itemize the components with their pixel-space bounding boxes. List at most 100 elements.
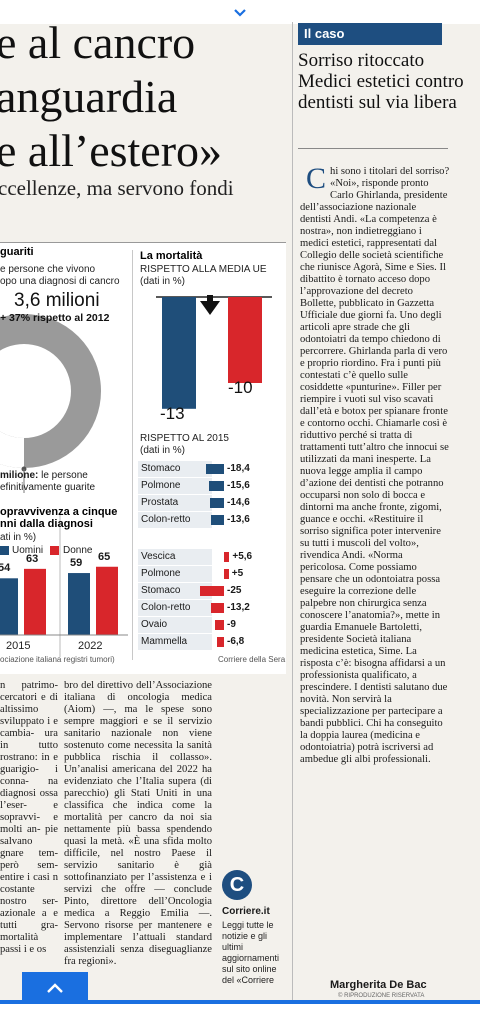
survivors-increase: + 37% rispetto al 2012 [0, 312, 110, 324]
accent-bar [0, 1000, 480, 1004]
healed-text-2: efinitivamente guarite [0, 482, 96, 493]
mortality-label-eu: -10 [228, 378, 253, 397]
row-label: Stomaco [141, 463, 181, 474]
survival-title-1: opravvivenza a cinque [0, 506, 118, 518]
row-value: -14,6 [227, 497, 250, 508]
bottom-bar [0, 1004, 480, 1024]
mortality-unit: (dati in %) [140, 276, 186, 287]
row-bar [206, 464, 224, 474]
row-value: +5,6 [232, 551, 253, 562]
legend-women-swatch [50, 546, 59, 555]
donut-ring [0, 314, 101, 468]
chevron-down-icon[interactable] [222, 4, 258, 22]
row-label: Polmone [141, 480, 181, 491]
survivors-total: 3,6 milioni [14, 290, 100, 311]
survival-value-label: 59 [70, 557, 83, 570]
survival-bar-uomini-2022 [68, 573, 90, 635]
donut-healed-segment [0, 431, 25, 468]
corriere-text: Leggi tutte le notizie e gli ultimi aggi… [222, 920, 280, 985]
mortality-eu-bars [156, 295, 272, 409]
survivors-title: guariti [0, 246, 34, 258]
down-arrow-stem [207, 295, 213, 303]
women-row: Vescica +5,6 [138, 549, 286, 565]
headline-line-2: anguardia [0, 71, 178, 122]
survival-bar-uomini-2015 [0, 578, 18, 635]
row-bar [215, 620, 224, 630]
survival-value-label: 65 [98, 550, 111, 563]
headline-line-1: e al cancro [0, 17, 196, 68]
men-row: Prostata -14,6 [138, 495, 286, 511]
chevron-up-icon [47, 983, 63, 993]
healed-caption: milione: le persone efinitivamente guari… [0, 470, 95, 494]
row-bar [224, 552, 230, 562]
row-shade [138, 549, 212, 565]
row-label: Polmone [141, 568, 181, 579]
row-shade [138, 512, 212, 528]
article-column-2: bro del direttivo dell’Associazione ital… [64, 680, 212, 968]
survival-value-label: 63 [26, 552, 39, 565]
row-bar [211, 603, 224, 613]
scroll-up-button[interactable] [22, 972, 88, 1004]
row-bar [210, 515, 224, 525]
row-label: Ovaio [141, 619, 168, 630]
sidebar-body-text: hi sono i titolari del sorriso? «Noi», r… [300, 166, 450, 765]
infographic-graphics [0, 295, 272, 657]
corriere-logo-icon: C [222, 870, 252, 900]
row-shade [138, 634, 212, 650]
sidebar-rule [298, 148, 448, 149]
row-value: -15,6 [227, 480, 250, 491]
row-shade [138, 495, 212, 511]
column-1-text: n patrimo- cercatori e di altissimo svil… [0, 680, 58, 955]
mortality-label-it: -13 [160, 404, 185, 423]
headline-line-3: e all’estero» [0, 125, 223, 176]
mortality-subtitle: RISPETTO ALLA MEDIA UE [140, 264, 267, 275]
source-note: ociazione italiana registri tumori) [0, 655, 115, 664]
sidebar-tag: Il caso [298, 23, 442, 45]
healed-bold: milione: [0, 470, 39, 481]
row-label: Mammella [141, 636, 188, 647]
men-row: Polmone -15,6 [138, 478, 286, 494]
survivors-desc-1: e persone che vivono [0, 264, 96, 275]
row-bar [209, 498, 224, 508]
mortality-eu-bar [228, 297, 262, 383]
row-label: Vescica [141, 551, 176, 562]
corriere-name: Corriere.it [222, 906, 270, 917]
rights-note: © RIPRODUZIONE RISERVATA [338, 993, 425, 999]
row-shade [138, 566, 212, 582]
row-label: Prostata [141, 497, 179, 508]
row-bar [224, 569, 229, 579]
row-value: +5 [231, 568, 244, 579]
row-label: Colon-retto [141, 514, 191, 525]
mortality-eu-bar [162, 297, 196, 409]
sidebar-column [292, 22, 480, 1004]
row-shade [138, 617, 212, 633]
row-value: -9 [227, 619, 236, 630]
row-value: -6,8 [227, 636, 245, 647]
survival-unit: ati in %) [0, 532, 37, 543]
women-row: Mammella -6,8 [138, 634, 286, 650]
row-value: -25 [227, 585, 242, 596]
row-shade [138, 478, 212, 494]
row-label: Colon-retto [141, 602, 191, 613]
survival-bar-donne-2015 [24, 568, 46, 635]
sidebar-title: Sorriso ritoccato Medici estetici contro… [298, 50, 464, 113]
top-toolbar [0, 0, 480, 24]
dropcap: C [306, 162, 327, 195]
row-shade [138, 583, 212, 599]
author-signature: Margherita De Bac [330, 979, 427, 991]
healed-text-1: le persone [41, 470, 88, 481]
row-bar [209, 481, 224, 491]
row-value: -13,6 [227, 514, 250, 525]
survival-bar-donne-2022 [96, 566, 118, 635]
survival-year-label: 2015 [6, 640, 31, 652]
credit: Corriere della Sera [218, 655, 286, 664]
since-2015-unit: (dati in %) [140, 445, 186, 456]
men-row: Colon-retto -13,6 [138, 512, 286, 528]
survival-value-label: 54 [0, 562, 11, 575]
row-shade [138, 600, 212, 616]
article-column-1: n patrimo- cercatori e di altissimo svil… [0, 680, 58, 956]
women-row: Polmone +5 [138, 566, 286, 582]
